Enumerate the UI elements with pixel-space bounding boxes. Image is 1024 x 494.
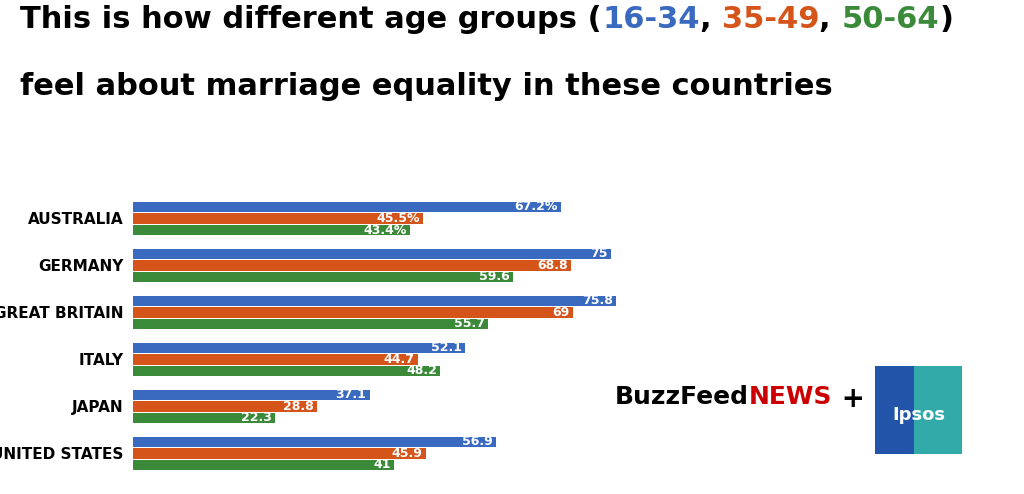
Text: 44.7: 44.7 bbox=[384, 353, 415, 366]
Text: BuzzFeed: BuzzFeed bbox=[614, 385, 749, 410]
Text: This is how different age groups (: This is how different age groups ( bbox=[20, 5, 602, 34]
Text: Ipsos: Ipsos bbox=[892, 406, 945, 424]
Text: 50-64: 50-64 bbox=[842, 5, 939, 34]
Bar bbox=[133, 448, 426, 458]
Bar bbox=[133, 412, 275, 423]
Text: 22.3: 22.3 bbox=[241, 412, 272, 424]
Bar bbox=[133, 390, 370, 400]
Text: feel about marriage equality in these countries: feel about marriage equality in these co… bbox=[20, 72, 834, 101]
Bar bbox=[133, 272, 513, 282]
Bar bbox=[133, 213, 423, 224]
Text: ,: , bbox=[819, 5, 842, 34]
Text: 59.6: 59.6 bbox=[479, 271, 510, 284]
Text: 67.2%: 67.2% bbox=[515, 201, 558, 213]
Text: 37.1: 37.1 bbox=[336, 388, 367, 401]
Bar bbox=[133, 249, 611, 259]
Text: 75.8: 75.8 bbox=[582, 294, 613, 307]
Text: +: + bbox=[831, 385, 865, 413]
Text: ,: , bbox=[699, 5, 722, 34]
Text: 45.5%: 45.5% bbox=[377, 212, 420, 225]
Text: 28.8: 28.8 bbox=[283, 400, 313, 413]
Bar bbox=[133, 460, 394, 470]
Text: 45.9: 45.9 bbox=[391, 447, 422, 460]
Text: 55.7: 55.7 bbox=[454, 318, 484, 330]
Text: 56.9: 56.9 bbox=[462, 435, 493, 449]
Text: 35-49: 35-49 bbox=[722, 5, 819, 34]
Text: 43.4%: 43.4% bbox=[364, 223, 407, 237]
Text: 68.8: 68.8 bbox=[538, 259, 568, 272]
Text: 48.2: 48.2 bbox=[407, 365, 437, 377]
Text: 69: 69 bbox=[552, 306, 569, 319]
Bar bbox=[133, 260, 571, 271]
Text: 16-34: 16-34 bbox=[602, 5, 699, 34]
Bar bbox=[133, 366, 440, 376]
Text: 75: 75 bbox=[590, 247, 608, 260]
Bar bbox=[133, 319, 488, 329]
Bar bbox=[133, 307, 572, 318]
Bar bbox=[133, 202, 561, 212]
Bar bbox=[133, 225, 410, 235]
Bar bbox=[133, 296, 616, 306]
Text: 41: 41 bbox=[374, 458, 391, 471]
Text: ): ) bbox=[939, 5, 953, 34]
Text: NEWS: NEWS bbox=[749, 385, 831, 410]
Text: 52.1: 52.1 bbox=[431, 341, 462, 354]
Bar bbox=[133, 354, 418, 365]
Bar bbox=[133, 343, 465, 353]
Bar bbox=[133, 401, 316, 412]
Bar bbox=[133, 437, 496, 447]
